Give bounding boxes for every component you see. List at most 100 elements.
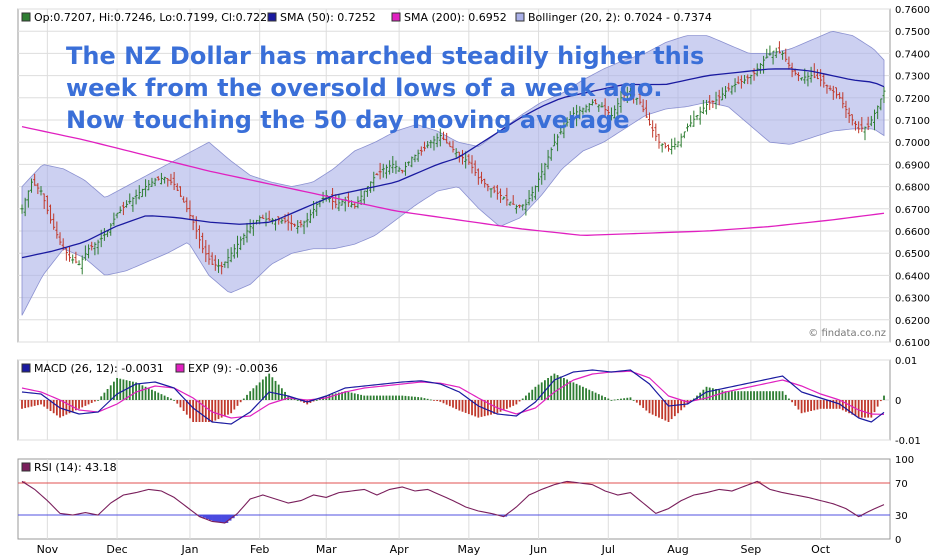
macd-histogram-bar — [803, 400, 806, 413]
watermark: © findata.co.nz — [808, 328, 886, 339]
macd-histogram-bar — [477, 400, 480, 418]
macd-histogram-bar — [214, 400, 217, 421]
macd-histogram — [21, 373, 885, 422]
macd-histogram-bar — [204, 400, 207, 422]
macd-histogram-bar — [566, 379, 568, 400]
macd-histogram-bar — [677, 400, 679, 414]
macd-histogram-bar — [667, 400, 670, 422]
macd-histogram-bar — [613, 399, 616, 401]
macd-histogram-bar — [128, 380, 131, 400]
rsi-oversold-fill — [199, 515, 203, 517]
macd-histogram-bar — [765, 391, 768, 400]
price-tick-label: 0.6500 — [895, 249, 930, 260]
macd-histogram-bar — [746, 391, 749, 400]
macd-histogram-bar — [382, 395, 385, 400]
macd-histogram-bar — [417, 397, 420, 400]
macd-histogram-bar — [255, 385, 258, 400]
macd-histogram-bar — [90, 400, 93, 403]
macd-histogram-bar — [467, 400, 470, 415]
month-label: Dec — [106, 543, 127, 556]
macd-histogram-bar — [635, 400, 638, 403]
macd-histogram-bar — [334, 393, 337, 400]
macd-histogram-bar — [502, 400, 505, 411]
macd-histogram-bar — [141, 385, 144, 400]
month-label: Mar — [316, 543, 337, 556]
rsi-oversold-fill — [215, 515, 219, 522]
macd-histogram-bar — [223, 400, 226, 417]
macd-histogram-bar — [585, 388, 588, 400]
rsi-oversold-fill — [218, 515, 222, 523]
macd-histogram-bar — [144, 386, 147, 400]
macd-histogram-bar — [414, 396, 416, 400]
macd-histogram-bar — [797, 400, 800, 410]
macd-histogram-bar — [490, 400, 492, 415]
price-tick-label: 0.6800 — [895, 183, 930, 194]
legend-exp: EXP (9): -0.0036 — [188, 362, 278, 375]
rsi-panel — [17, 458, 891, 540]
macd-histogram-bar — [528, 392, 530, 400]
macd-histogram-bar — [445, 400, 448, 405]
macd-histogram-bar — [496, 400, 499, 414]
macd-histogram-bar — [385, 395, 388, 400]
price-tick-label: 0.7500 — [895, 27, 930, 38]
price-tick-label: 0.6700 — [895, 205, 930, 216]
macd-histogram-bar — [867, 400, 870, 418]
macd-histogram-bar — [265, 376, 267, 400]
rsi-grid — [18, 482, 890, 516]
macd-histogram-bar — [163, 395, 166, 400]
macd-histogram-bar — [673, 400, 676, 417]
macd-histogram-bar — [119, 378, 122, 400]
macd-histogram-bar — [721, 390, 724, 400]
macd-histogram-bar — [800, 400, 803, 414]
macd-histogram-bar — [97, 400, 99, 401]
macd-histogram-bar — [826, 400, 828, 409]
macd-histogram-bar — [157, 392, 160, 400]
macd-histogram-bar — [822, 400, 825, 409]
month-label: Sep — [741, 543, 762, 556]
macd-histogram-bar — [857, 400, 860, 418]
macd-histogram-bar — [122, 379, 125, 400]
rsi-tick-label: 70 — [895, 479, 908, 490]
rsi-oversold-fill — [202, 515, 207, 518]
macd-histogram-bar — [27, 400, 30, 408]
macd-histogram-bar — [807, 400, 809, 412]
macd-histogram-bar — [711, 388, 714, 400]
macd-histogram-bar — [772, 391, 774, 400]
macd-histogram-bar — [810, 400, 813, 411]
macd-histogram-bar — [534, 386, 537, 400]
macd-histogram-bar — [762, 391, 765, 400]
legend-ohlc: Op:0.7207, Hi:0.7246, Lo:0.7199, Cl:0.72… — [34, 11, 274, 24]
macd-histogram-bar — [651, 400, 654, 415]
macd-histogram-bar — [442, 400, 445, 404]
macd-histogram-bar — [331, 394, 334, 400]
macd-histogram-bar — [578, 385, 581, 400]
macd-histogram-bar — [864, 400, 866, 418]
macd-histogram-bar — [879, 400, 882, 402]
annotation-line-1: The NZ Dollar has marched steadily highe… — [66, 42, 704, 70]
legend-sma50: SMA (50): 0.7252 — [280, 11, 376, 24]
macd-histogram-bar — [268, 373, 271, 400]
macd-histogram-bar — [749, 391, 752, 400]
macd-histogram-bar — [106, 389, 109, 400]
macd-histogram-bar — [315, 400, 318, 401]
macd-histogram-bar — [553, 373, 556, 400]
macd-histogram-bar — [84, 400, 87, 406]
month-label: Jun — [529, 543, 547, 556]
macd-histogram-bar — [347, 391, 350, 400]
macd-histogram-bar — [201, 400, 204, 422]
month-label: Oct — [811, 543, 831, 556]
macd-histogram-bar — [239, 400, 242, 403]
macd-histogram-bar — [363, 395, 366, 400]
macd-histogram-bar — [499, 400, 502, 412]
macd-histogram-bar — [369, 395, 372, 400]
price-tick-label: 0.7000 — [895, 138, 930, 149]
macd-histogram-bar — [87, 400, 90, 405]
macd-histogram-bar — [582, 386, 584, 400]
macd-histogram-bar — [404, 395, 407, 400]
macd-histogram-bar — [198, 400, 201, 422]
macd-histogram-bar — [68, 400, 71, 414]
macd-histogram-bar — [252, 388, 255, 400]
macd-histogram-bar — [274, 380, 277, 400]
exp-line — [21, 370, 885, 419]
